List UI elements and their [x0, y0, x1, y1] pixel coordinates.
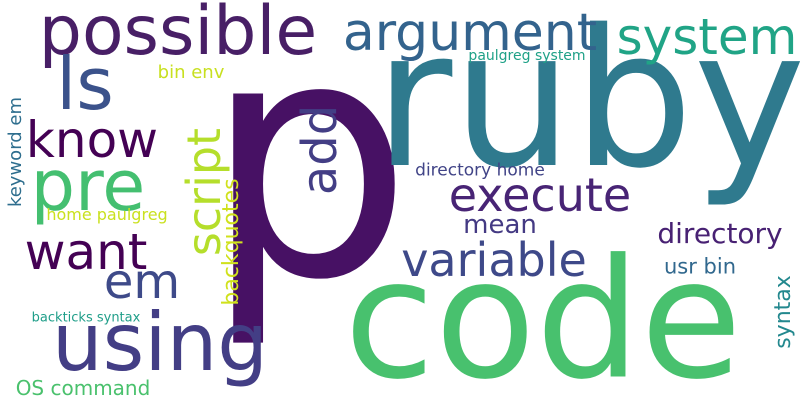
- word-pre: pre: [30, 145, 146, 227]
- word-ruby: ruby: [374, 0, 800, 210]
- word-using: using: [51, 296, 269, 389]
- word-add: add: [292, 104, 348, 196]
- word-possible: possible: [38, 0, 318, 71]
- word-em: em: [103, 254, 181, 310]
- word-paulgreg-system: paulgreg system: [468, 48, 586, 64]
- word-backquotes: backquotes: [219, 178, 244, 306]
- word-execute: execute: [448, 168, 632, 222]
- word-keyword-em: keyword em: [5, 96, 26, 208]
- word-variable: variable: [401, 233, 587, 287]
- word-os-command: OS command: [15, 376, 151, 400]
- word-backticks-syntax: backticks syntax: [31, 310, 141, 326]
- word-know: know: [25, 111, 159, 169]
- word-usr-bin: usr bin: [663, 254, 737, 279]
- word-bin-env: bin env: [157, 62, 225, 83]
- word-home-paulgreg: home paulgreg: [46, 205, 168, 224]
- word-ls: ls: [56, 42, 114, 126]
- word-syntax: syntax: [771, 275, 796, 349]
- word-want: want: [24, 223, 148, 281]
- word-p: p: [203, 0, 413, 352]
- word-directory-home: directory home: [415, 160, 545, 181]
- word-mean: mean: [463, 210, 537, 240]
- word-system: system: [616, 8, 798, 66]
- word-code: code: [344, 223, 742, 400]
- word-directory: directory: [657, 217, 783, 250]
- word-argument: argument: [342, 3, 598, 63]
